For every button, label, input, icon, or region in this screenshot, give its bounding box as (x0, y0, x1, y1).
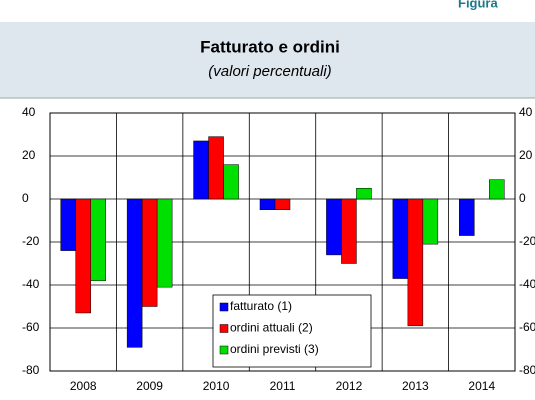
y-tick-label: -80 (22, 363, 40, 377)
y2-tick-label: 20 (519, 148, 533, 162)
bar (126, 198, 143, 348)
x-tick-label: 2009 (136, 379, 163, 393)
bar (141, 198, 158, 307)
bar (422, 198, 439, 245)
y-tick-label: 20 (22, 148, 36, 162)
y2-tick-label: -60 (519, 320, 535, 334)
y2-tick-label: -80 (519, 363, 535, 377)
bar (193, 140, 209, 200)
x-tick-label: 2014 (468, 379, 495, 393)
bar (156, 198, 173, 288)
figure-label: Figura (458, 0, 498, 10)
bar (392, 198, 409, 279)
y-tick-label: -40 (22, 277, 40, 291)
bar (407, 198, 424, 327)
y-tick-label: -20 (22, 234, 40, 248)
x-tick-label: 2013 (402, 379, 429, 393)
y-tick-label: 40 (22, 105, 36, 119)
header-panel (0, 22, 535, 98)
x-tick-label: 2012 (336, 379, 363, 393)
y2-tick-label: 40 (519, 105, 533, 119)
bar (326, 198, 342, 256)
chart-subtitle: (valori percentuali) (208, 63, 331, 80)
x-tick-label: 2011 (270, 379, 296, 393)
y2-tick-label: -40 (519, 277, 535, 291)
bar (60, 198, 76, 251)
bar (90, 198, 106, 281)
bar (208, 136, 224, 200)
y-tick-label: -60 (22, 320, 40, 334)
legend-label: ordini attuali (2) (230, 321, 313, 335)
chart-title: Fatturato e ordini (200, 37, 340, 56)
bar (459, 198, 475, 236)
bar (223, 164, 239, 200)
bar (75, 198, 91, 314)
legend-swatch (219, 324, 229, 333)
y2-tick-label: -20 (519, 234, 535, 248)
legend-label: ordini previsti (3) (230, 342, 319, 356)
y-tick-label: 0 (22, 191, 29, 205)
y2-tick-label: 0 (519, 191, 526, 205)
x-tick-label: 2010 (203, 379, 230, 393)
bar (259, 198, 276, 210)
legend-label: fatturato (1) (230, 299, 292, 313)
bar (489, 179, 505, 200)
x-tick-label: 2008 (70, 379, 97, 393)
legend-box (212, 294, 372, 368)
legend-swatch (219, 345, 229, 355)
bar (274, 198, 291, 210)
legend-swatch (219, 302, 229, 312)
bar (341, 198, 357, 264)
bar (356, 188, 372, 200)
